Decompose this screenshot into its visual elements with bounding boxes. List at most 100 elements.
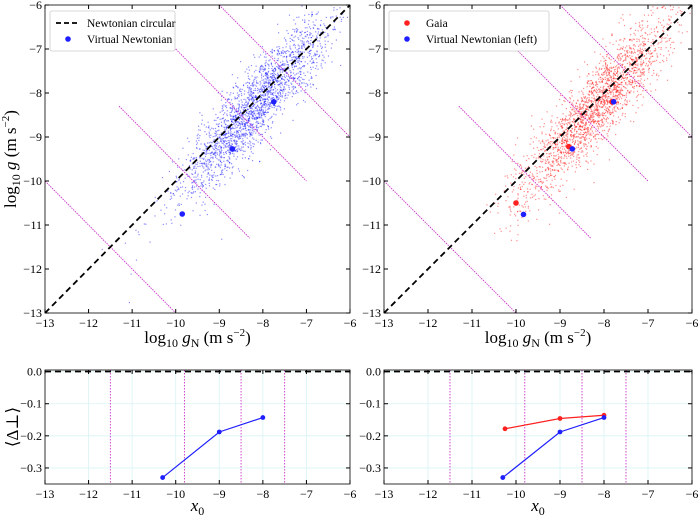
cloud-point xyxy=(550,143,551,144)
cloud-point xyxy=(594,121,595,122)
cloud-point xyxy=(525,176,526,177)
cloud-point xyxy=(578,160,579,161)
cloud-point xyxy=(216,135,217,136)
cloud-point xyxy=(605,79,606,80)
cloud-point xyxy=(617,68,618,69)
cloud-point xyxy=(327,33,328,34)
cloud-point xyxy=(326,17,327,18)
cloud-point xyxy=(641,30,642,31)
cloud-point xyxy=(299,84,300,85)
cloud-point xyxy=(653,45,654,46)
cloud-point xyxy=(192,210,193,211)
cloud-point xyxy=(239,130,240,131)
cloud-point xyxy=(619,68,620,69)
cloud-point xyxy=(309,51,310,52)
cloud-point xyxy=(584,137,585,138)
x-tick-label: −13 xyxy=(36,487,55,501)
cloud-point xyxy=(197,135,198,136)
cloud-point xyxy=(558,135,559,136)
cloud-point xyxy=(509,231,510,232)
cloud-point xyxy=(278,74,279,75)
cloud-point xyxy=(291,83,292,84)
cloud-point xyxy=(601,90,602,91)
cloud-point xyxy=(189,176,190,177)
cloud-point xyxy=(499,228,500,229)
cloud-point xyxy=(625,116,626,117)
cloud-point xyxy=(525,211,526,212)
cloud-point xyxy=(579,105,580,106)
cloud-point xyxy=(521,173,522,174)
cloud-point xyxy=(201,115,202,116)
cloud-point xyxy=(252,132,253,133)
cloud-point xyxy=(579,141,580,142)
cloud-point xyxy=(553,130,554,131)
data-point xyxy=(611,99,617,105)
cloud-point xyxy=(228,142,229,143)
cloud-point xyxy=(308,24,309,25)
cloud-point xyxy=(678,7,679,8)
cloud-point xyxy=(305,61,306,62)
cloud-point xyxy=(182,186,183,187)
cloud-point xyxy=(220,141,221,142)
cloud-point xyxy=(615,106,616,107)
cloud-point xyxy=(580,134,581,135)
cloud-point xyxy=(235,127,236,128)
cloud-point xyxy=(304,32,305,33)
cloud-point xyxy=(316,65,317,66)
cloud-point xyxy=(289,70,290,71)
cloud-point xyxy=(546,153,547,154)
cloud-point xyxy=(655,89,656,90)
cloud-point xyxy=(669,54,670,55)
cloud-point xyxy=(360,14,361,15)
cloud-point xyxy=(282,84,283,85)
cloud-point xyxy=(611,33,612,34)
cloud-point xyxy=(284,56,285,57)
cloud-point xyxy=(190,160,191,161)
cloud-point xyxy=(186,198,187,199)
cloud-point xyxy=(589,138,590,139)
cloud-point xyxy=(202,120,203,121)
cloud-point xyxy=(629,45,630,46)
x-tick-label: −10 xyxy=(166,487,185,501)
cloud-point xyxy=(262,105,263,106)
cloud-point xyxy=(332,29,333,30)
cloud-point xyxy=(263,71,264,72)
cloud-point xyxy=(654,50,655,51)
cloud-point xyxy=(232,103,233,104)
cloud-point xyxy=(229,158,230,159)
cloud-point xyxy=(231,108,232,109)
cloud-point xyxy=(262,140,263,141)
cloud-point xyxy=(554,176,555,177)
cloud-point xyxy=(301,34,302,35)
cloud-point xyxy=(618,66,619,67)
cloud-point xyxy=(362,3,363,4)
cloud-point xyxy=(232,136,233,137)
cloud-point xyxy=(205,169,206,170)
cloud-point xyxy=(558,147,559,148)
cloud-point xyxy=(550,141,551,142)
cloud-point xyxy=(171,198,172,199)
cloud-point xyxy=(222,139,223,140)
cloud-point xyxy=(574,134,575,135)
cloud-point xyxy=(588,109,589,110)
cloud-point xyxy=(523,207,524,208)
cloud-point xyxy=(611,89,612,90)
cloud-point xyxy=(296,90,297,91)
cloud-point xyxy=(236,124,237,125)
cloud-point xyxy=(275,80,276,81)
panel-top-right: −13−12−11−10−9−8−7−6−13−12−11−10−9−8−7−6… xyxy=(362,0,700,350)
cloud-point xyxy=(213,108,214,109)
cloud-point xyxy=(232,127,233,128)
cloud-point xyxy=(596,89,597,90)
cloud-point xyxy=(519,205,520,206)
cloud-point xyxy=(645,65,646,66)
cloud-point xyxy=(610,126,611,127)
cloud-point xyxy=(600,126,601,127)
cloud-point xyxy=(214,145,215,146)
cloud-point xyxy=(203,167,204,168)
cloud-point xyxy=(566,135,567,136)
cloud-point xyxy=(250,89,251,90)
cloud-point xyxy=(667,41,668,42)
cloud-point xyxy=(617,49,618,50)
cloud-point xyxy=(538,182,539,183)
